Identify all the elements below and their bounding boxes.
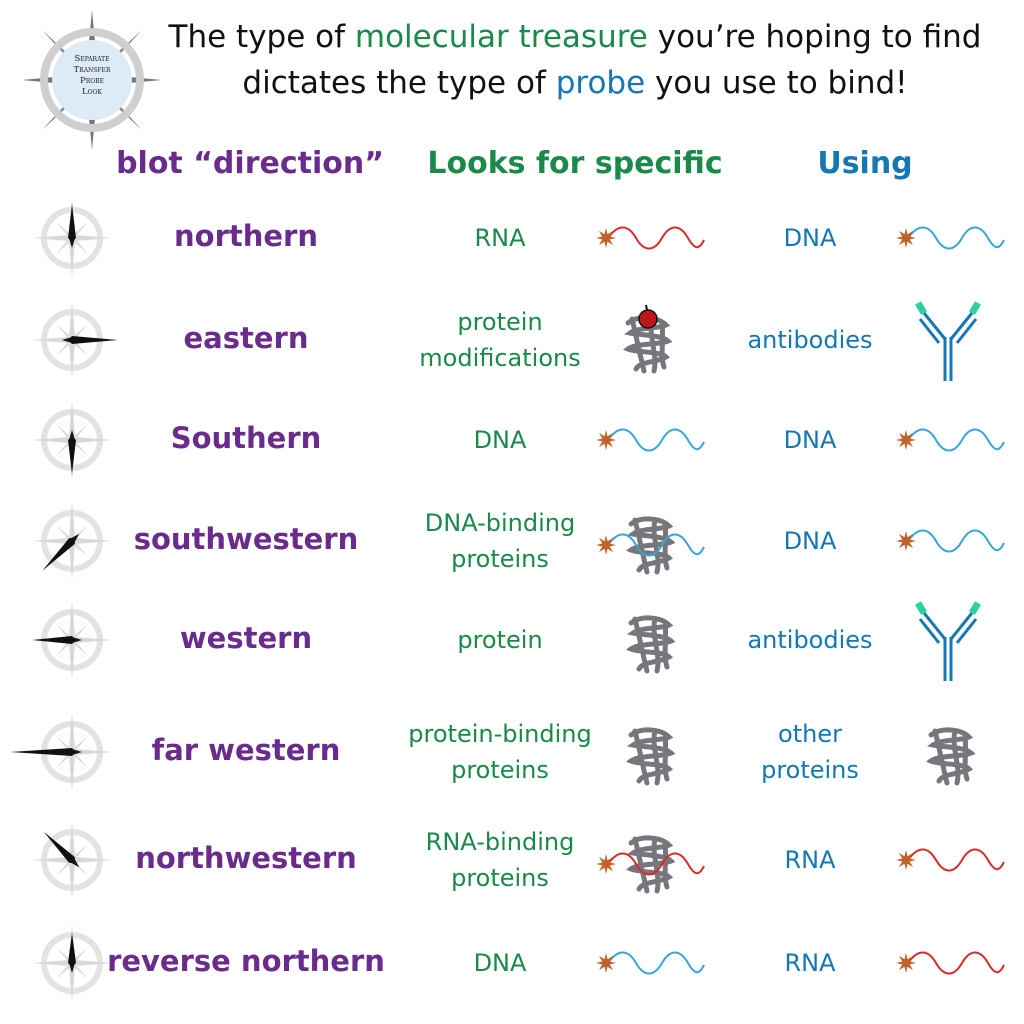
- blot-name: northwestern: [135, 841, 357, 875]
- target-dna-probe-icon: [596, 428, 705, 452]
- blot-name: southwestern: [133, 522, 359, 556]
- compass-icon: [32, 501, 112, 581]
- probe-antibody-icon: [914, 301, 982, 381]
- title-line-1: The type of molecular treasure you’re ho…: [140, 18, 1010, 56]
- target-dna-probe-icon: [596, 951, 705, 975]
- title-text: dictates the type of: [242, 65, 556, 101]
- probe-molecule: other proteins: [761, 720, 859, 784]
- target-molecule: DNA-binding proteins: [424, 509, 576, 573]
- target-molecule: RNA-binding proteins: [425, 828, 575, 892]
- target-modified-protein-icon: [622, 304, 673, 374]
- compass-icon: [32, 198, 112, 278]
- probe-molecule: RNA: [784, 846, 836, 874]
- probe-dna-probe-icon: [896, 226, 1005, 250]
- probe-molecule: RNA: [784, 949, 836, 977]
- compass-icon: [32, 820, 112, 900]
- compass-icon: [32, 400, 112, 480]
- target-molecule: protein: [457, 626, 543, 654]
- target-protein-icon: [625, 835, 676, 894]
- blot-name: western: [179, 621, 313, 655]
- logo-line-3: Probe: [80, 76, 104, 86]
- header-probe: Using: [817, 146, 913, 181]
- title-text: you use to bind!: [645, 65, 908, 101]
- header-direction: blot “direction”: [116, 146, 384, 181]
- target-rna-probe-icon: [596, 226, 705, 250]
- probe-antibody-icon: [914, 601, 982, 681]
- target-molecule: RNA: [474, 224, 526, 252]
- target-protein-icon: [625, 727, 676, 786]
- probe-molecule: antibodies: [747, 326, 873, 354]
- probe-molecule: DNA: [783, 426, 837, 454]
- blot-name: northern: [174, 219, 318, 253]
- target-rna-probe-icon: [596, 852, 705, 876]
- probe-molecule: DNA: [783, 527, 837, 555]
- logo-text: Separate Transfer Probe Look: [50, 54, 134, 98]
- blot-name: Southern: [170, 421, 322, 455]
- compass-icon: [32, 300, 118, 380]
- blot-name: far western: [151, 733, 341, 767]
- probe-molecule: DNA: [783, 224, 837, 252]
- compass-icon: [10, 712, 112, 792]
- title-highlight-probe: probe: [555, 65, 646, 101]
- blot-name: eastern: [183, 321, 309, 355]
- title-text: you’re hoping to find: [647, 19, 982, 55]
- target-protein-icon: [625, 615, 676, 674]
- probe-dna-probe-icon: [896, 428, 1005, 452]
- target-protein-icon: [625, 516, 676, 575]
- probe-rna-probe-icon: [896, 951, 1005, 975]
- logo-line-1: Separate: [74, 54, 110, 64]
- probe-rna-probe-icon: [896, 848, 1005, 872]
- target-molecule: protein modifications: [419, 308, 581, 372]
- target-molecule: protein-binding proteins: [408, 720, 592, 784]
- header-target: Looks for specific: [427, 146, 723, 181]
- probe-molecule: antibodies: [747, 626, 873, 654]
- probe-dna-probe-icon: [896, 529, 1005, 553]
- logo-line-2: Transfer: [73, 65, 111, 75]
- target-dna-probe-icon: [596, 533, 705, 557]
- page-title: The type of molecular treasure you’re ho…: [140, 18, 1010, 102]
- probe-protein-icon: [925, 727, 976, 786]
- compass-icon: [32, 923, 112, 1003]
- logo-line-4: Look: [82, 87, 102, 97]
- logo-compass-icon: [22, 10, 162, 150]
- target-molecule: DNA: [473, 949, 527, 977]
- title-line-2: dictates the type of probe you use to bi…: [140, 64, 1010, 102]
- blot-name: reverse northern: [107, 944, 385, 978]
- title-text: The type of: [168, 19, 355, 55]
- target-molecule: DNA: [473, 426, 527, 454]
- title-highlight-treasure: molecular treasure: [354, 19, 648, 55]
- compass-icon: [32, 600, 112, 680]
